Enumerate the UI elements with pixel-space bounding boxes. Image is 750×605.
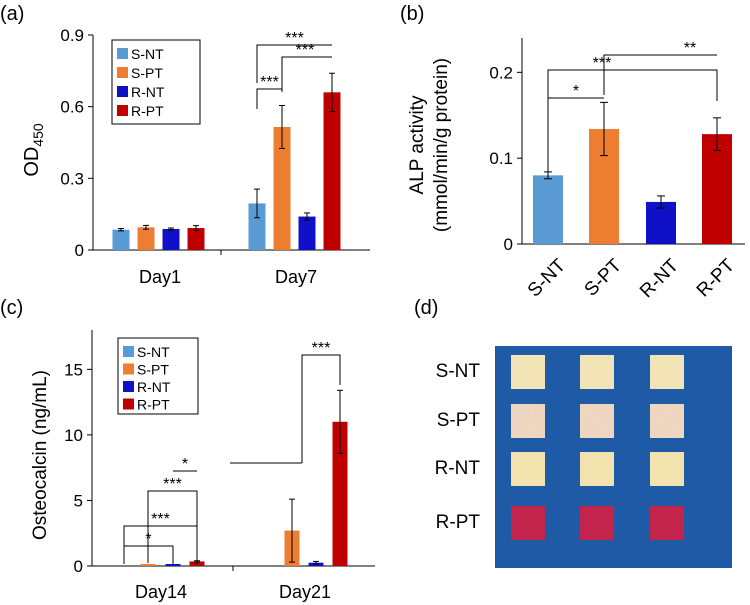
plate-sample-R-PT xyxy=(511,506,545,540)
bar-R-PT-Day7 xyxy=(323,92,341,250)
significance-label: * xyxy=(573,83,579,100)
legend-entry: R-PT xyxy=(131,103,164,119)
significance-bracket xyxy=(123,525,198,564)
plate-sample-S-NT xyxy=(511,355,545,389)
x-tick-label: S-PT xyxy=(581,255,627,301)
significance-bracket xyxy=(281,56,332,92)
x-tick-label: R-NT xyxy=(636,255,683,302)
legend-entry: S-NT xyxy=(131,46,164,62)
legend-entry: R-NT xyxy=(131,84,165,100)
legend-entry: R-PT xyxy=(137,397,170,413)
y-tick-label: 0 xyxy=(74,557,83,576)
bar-S-NT-Day1 xyxy=(112,229,130,250)
sample-stain-speckle xyxy=(580,404,614,438)
significance-bracket xyxy=(603,54,717,95)
legend-swatch xyxy=(117,86,128,97)
significance-label: * xyxy=(182,456,188,473)
x-tick-label: Day1 xyxy=(139,267,181,287)
y-tick-label: 0 xyxy=(75,241,84,260)
panel-label-d: (d) xyxy=(414,297,438,319)
plate-photo: S-NT S-PT R-NT R-PT xyxy=(435,346,732,568)
significance-label: *** xyxy=(260,74,279,91)
plate-row-label-R-NT: R-NT xyxy=(435,458,481,479)
significance-label: *** xyxy=(163,476,182,493)
significance-bracket xyxy=(547,69,718,175)
y-axis-label: Osteocalcin (ng/mL) xyxy=(30,370,51,540)
x-tick-label: R-PT xyxy=(693,255,739,301)
significance-label: *** xyxy=(285,30,304,47)
bar-R-NT-Day14 xyxy=(165,564,181,566)
x-tick-label: Day7 xyxy=(275,267,317,287)
significance-label: ** xyxy=(684,40,696,57)
plate-row-label-S-PT: S-PT xyxy=(437,410,481,431)
legend-swatch xyxy=(123,346,134,357)
chart-c-osteocalcin: 0 5 10 15 Osteocalcin (ng/mL) Day14 Day21 S-NT S… xyxy=(30,330,375,602)
y-axis-label: ALP activity xyxy=(407,95,428,194)
legend-entry: S-PT xyxy=(131,65,163,81)
legend-swatch xyxy=(117,105,128,116)
legend-swatch xyxy=(123,381,134,392)
legend-entry: S-NT xyxy=(137,344,170,360)
y-tick-label: 5 xyxy=(74,491,83,510)
bar-S-PT-Day7 xyxy=(273,126,291,250)
sample-stain-speckle xyxy=(650,404,684,438)
chart-a-od450: 0 0.3 0.6 0.9 OD450 Day1 Day7 S-NT S-PT R-NT R-PT *… xyxy=(21,26,370,287)
significance-label: *** xyxy=(312,340,331,357)
bar-R-PT xyxy=(702,134,732,244)
significance-label: *** xyxy=(296,42,315,59)
legend-entry: R-NT xyxy=(137,379,171,395)
y-tick-label: 0.3 xyxy=(60,169,84,188)
x-tick-label: Day21 xyxy=(279,582,331,602)
significance-label: *** xyxy=(151,511,170,528)
bar-S-PT-Day14 xyxy=(140,564,156,566)
legend-swatch xyxy=(117,48,128,59)
sample-stain-speckle xyxy=(511,404,545,438)
bar-R-NT-Day1 xyxy=(162,228,180,250)
y-tick-label: 0.6 xyxy=(60,98,84,117)
bar-S-NT xyxy=(533,175,563,244)
plate-sample-S-NT xyxy=(650,355,684,389)
x-tick-label: S-NT xyxy=(524,255,570,301)
significance-bracket xyxy=(256,44,332,83)
significance-label: *** xyxy=(593,55,612,72)
significance-bracket xyxy=(301,354,341,417)
plate-sample-R-PT xyxy=(580,506,614,540)
y-axis-label: OD450 xyxy=(21,123,46,177)
y-axis-label-units: (mmol/min/g protein) xyxy=(431,58,452,232)
plate-sample-S-NT xyxy=(580,355,614,389)
chart-b-alp-activity: 0 0.1 0.2 ALP activity (mmol/min/g protein) S… xyxy=(407,38,745,302)
y-tick-label: 0.1 xyxy=(489,149,513,168)
y-tick-label: 0 xyxy=(504,235,513,254)
plate-row-label-R-PT: R-PT xyxy=(436,512,481,533)
plate-sample-R-PT xyxy=(650,506,684,540)
bar-R-NT-Day7 xyxy=(298,216,316,250)
plate-sample-R-NT xyxy=(650,452,684,486)
bar-R-PT-Day1 xyxy=(187,228,205,250)
y-tick-label: 0.9 xyxy=(60,26,84,45)
significance-bracket xyxy=(256,88,282,109)
x-tick-label: Day14 xyxy=(135,582,187,602)
y-tick-label: 0.2 xyxy=(489,63,513,82)
legend-swatch xyxy=(123,398,134,410)
panel-label-b: (b) xyxy=(400,3,424,25)
bar-S-PT-Day1 xyxy=(137,227,155,250)
plate-row-label-S-NT: S-NT xyxy=(436,361,481,382)
panel-label-a: (a) xyxy=(0,3,24,25)
y-tick-label: 10 xyxy=(64,426,83,445)
legend-swatch xyxy=(123,363,134,375)
bar-R-NT xyxy=(646,201,676,244)
plate-sample-R-NT xyxy=(580,452,614,486)
legend-entry: S-PT xyxy=(137,362,169,378)
significance-bracket xyxy=(147,490,198,563)
legend-swatch xyxy=(117,67,128,78)
plate-sample-R-NT xyxy=(511,452,545,486)
bar-S-NT-Day7 xyxy=(248,203,266,250)
panel-label-c: (c) xyxy=(0,297,23,319)
y-tick-label: 15 xyxy=(64,360,83,379)
bar-R-PT-Day21 xyxy=(332,421,348,566)
